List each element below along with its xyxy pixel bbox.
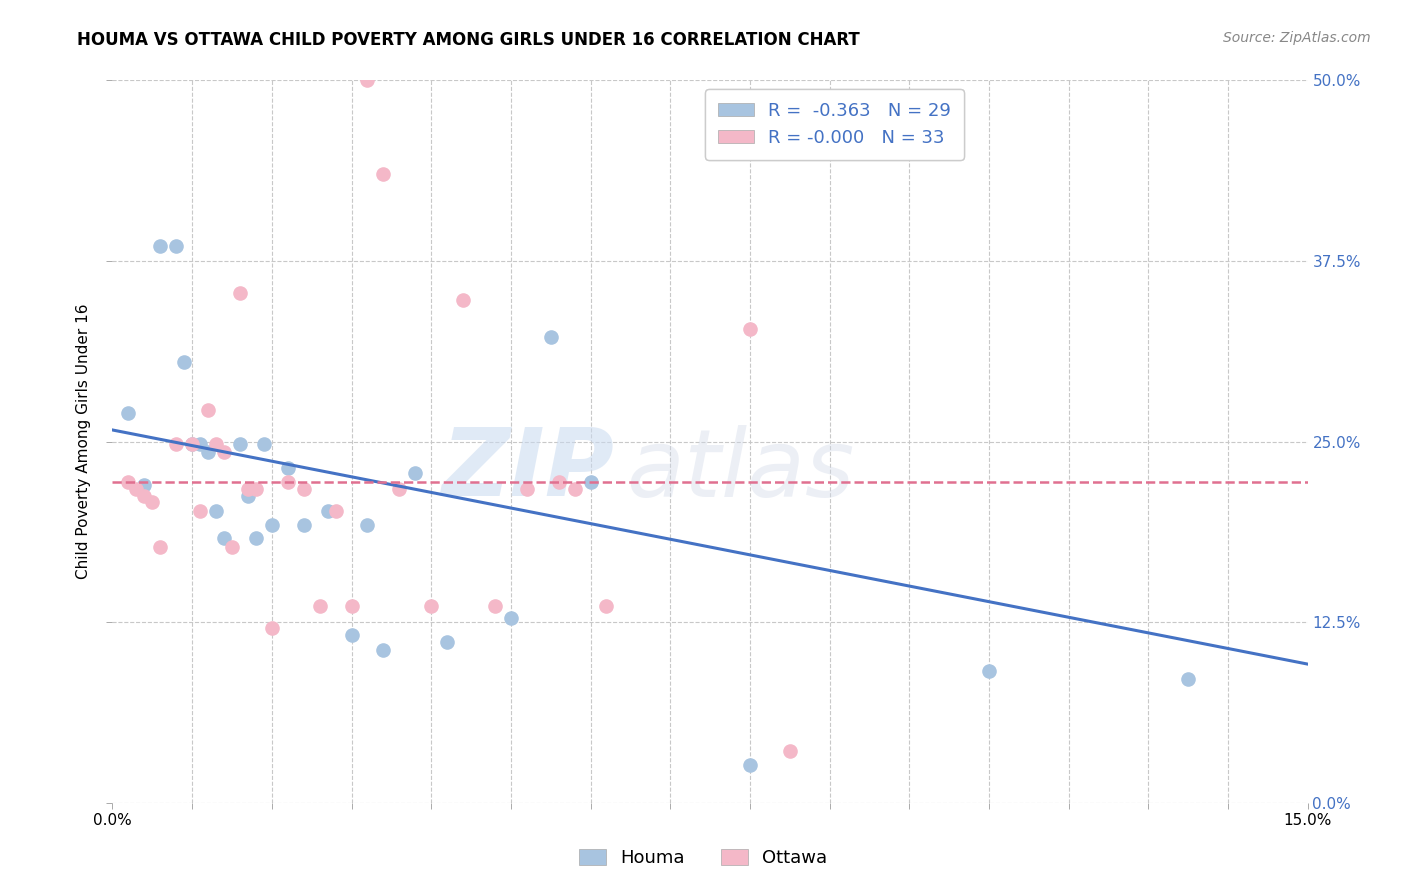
- Point: [340, 599, 363, 614]
- Point: [181, 437, 204, 451]
- Point: [516, 482, 538, 496]
- Point: [165, 437, 187, 451]
- Point: [212, 444, 235, 458]
- Point: [356, 73, 378, 87]
- Y-axis label: Child Poverty Among Girls Under 16: Child Poverty Among Girls Under 16: [76, 304, 91, 579]
- Point: [277, 460, 299, 475]
- Point: [149, 540, 172, 554]
- Point: [188, 437, 211, 451]
- Point: [245, 482, 267, 496]
- Point: [484, 599, 506, 614]
- Point: [420, 599, 443, 614]
- Legend: R =  -0.363   N = 29, R = -0.000   N = 33: R = -0.363 N = 29, R = -0.000 N = 33: [706, 89, 965, 160]
- Legend: Houma, Ottawa: Houma, Ottawa: [571, 841, 835, 874]
- Text: atlas: atlas: [627, 425, 855, 516]
- Point: [277, 475, 299, 489]
- Point: [260, 621, 283, 635]
- Point: [779, 744, 801, 758]
- Point: [308, 599, 330, 614]
- Point: [373, 642, 395, 657]
- Point: [595, 599, 617, 614]
- Point: [325, 504, 347, 518]
- Point: [165, 239, 187, 253]
- Text: HOUMA VS OTTAWA CHILD POVERTY AMONG GIRLS UNDER 16 CORRELATION CHART: HOUMA VS OTTAWA CHILD POVERTY AMONG GIRL…: [77, 31, 860, 49]
- Point: [388, 482, 411, 496]
- Point: [340, 628, 363, 642]
- Point: [292, 518, 315, 533]
- Point: [253, 437, 276, 451]
- Point: [197, 444, 219, 458]
- Text: ZIP: ZIP: [441, 425, 614, 516]
- Point: [134, 490, 156, 504]
- Point: [197, 402, 219, 417]
- Point: [373, 167, 395, 181]
- Point: [236, 490, 259, 504]
- Point: [738, 758, 761, 772]
- Point: [316, 504, 339, 518]
- Point: [564, 482, 586, 496]
- Point: [1177, 672, 1199, 686]
- Point: [436, 635, 458, 649]
- Point: [134, 478, 156, 492]
- Point: [245, 532, 267, 546]
- Point: [404, 467, 426, 481]
- Point: [738, 322, 761, 336]
- Point: [181, 437, 204, 451]
- Point: [260, 518, 283, 533]
- Point: [212, 532, 235, 546]
- Point: [229, 285, 252, 300]
- Point: [292, 482, 315, 496]
- Point: [221, 540, 243, 554]
- Point: [540, 330, 562, 344]
- Point: [188, 504, 211, 518]
- Point: [149, 239, 172, 253]
- Point: [141, 495, 163, 509]
- Point: [205, 504, 228, 518]
- Point: [356, 518, 378, 533]
- Point: [125, 482, 148, 496]
- Point: [117, 475, 139, 489]
- Point: [977, 665, 1000, 679]
- Point: [451, 293, 474, 307]
- Point: [236, 482, 259, 496]
- Point: [117, 406, 139, 420]
- Point: [205, 437, 228, 451]
- Point: [547, 475, 569, 489]
- Point: [229, 437, 252, 451]
- Point: [173, 355, 195, 369]
- Point: [579, 475, 602, 489]
- Point: [499, 611, 522, 625]
- Text: Source: ZipAtlas.com: Source: ZipAtlas.com: [1223, 31, 1371, 45]
